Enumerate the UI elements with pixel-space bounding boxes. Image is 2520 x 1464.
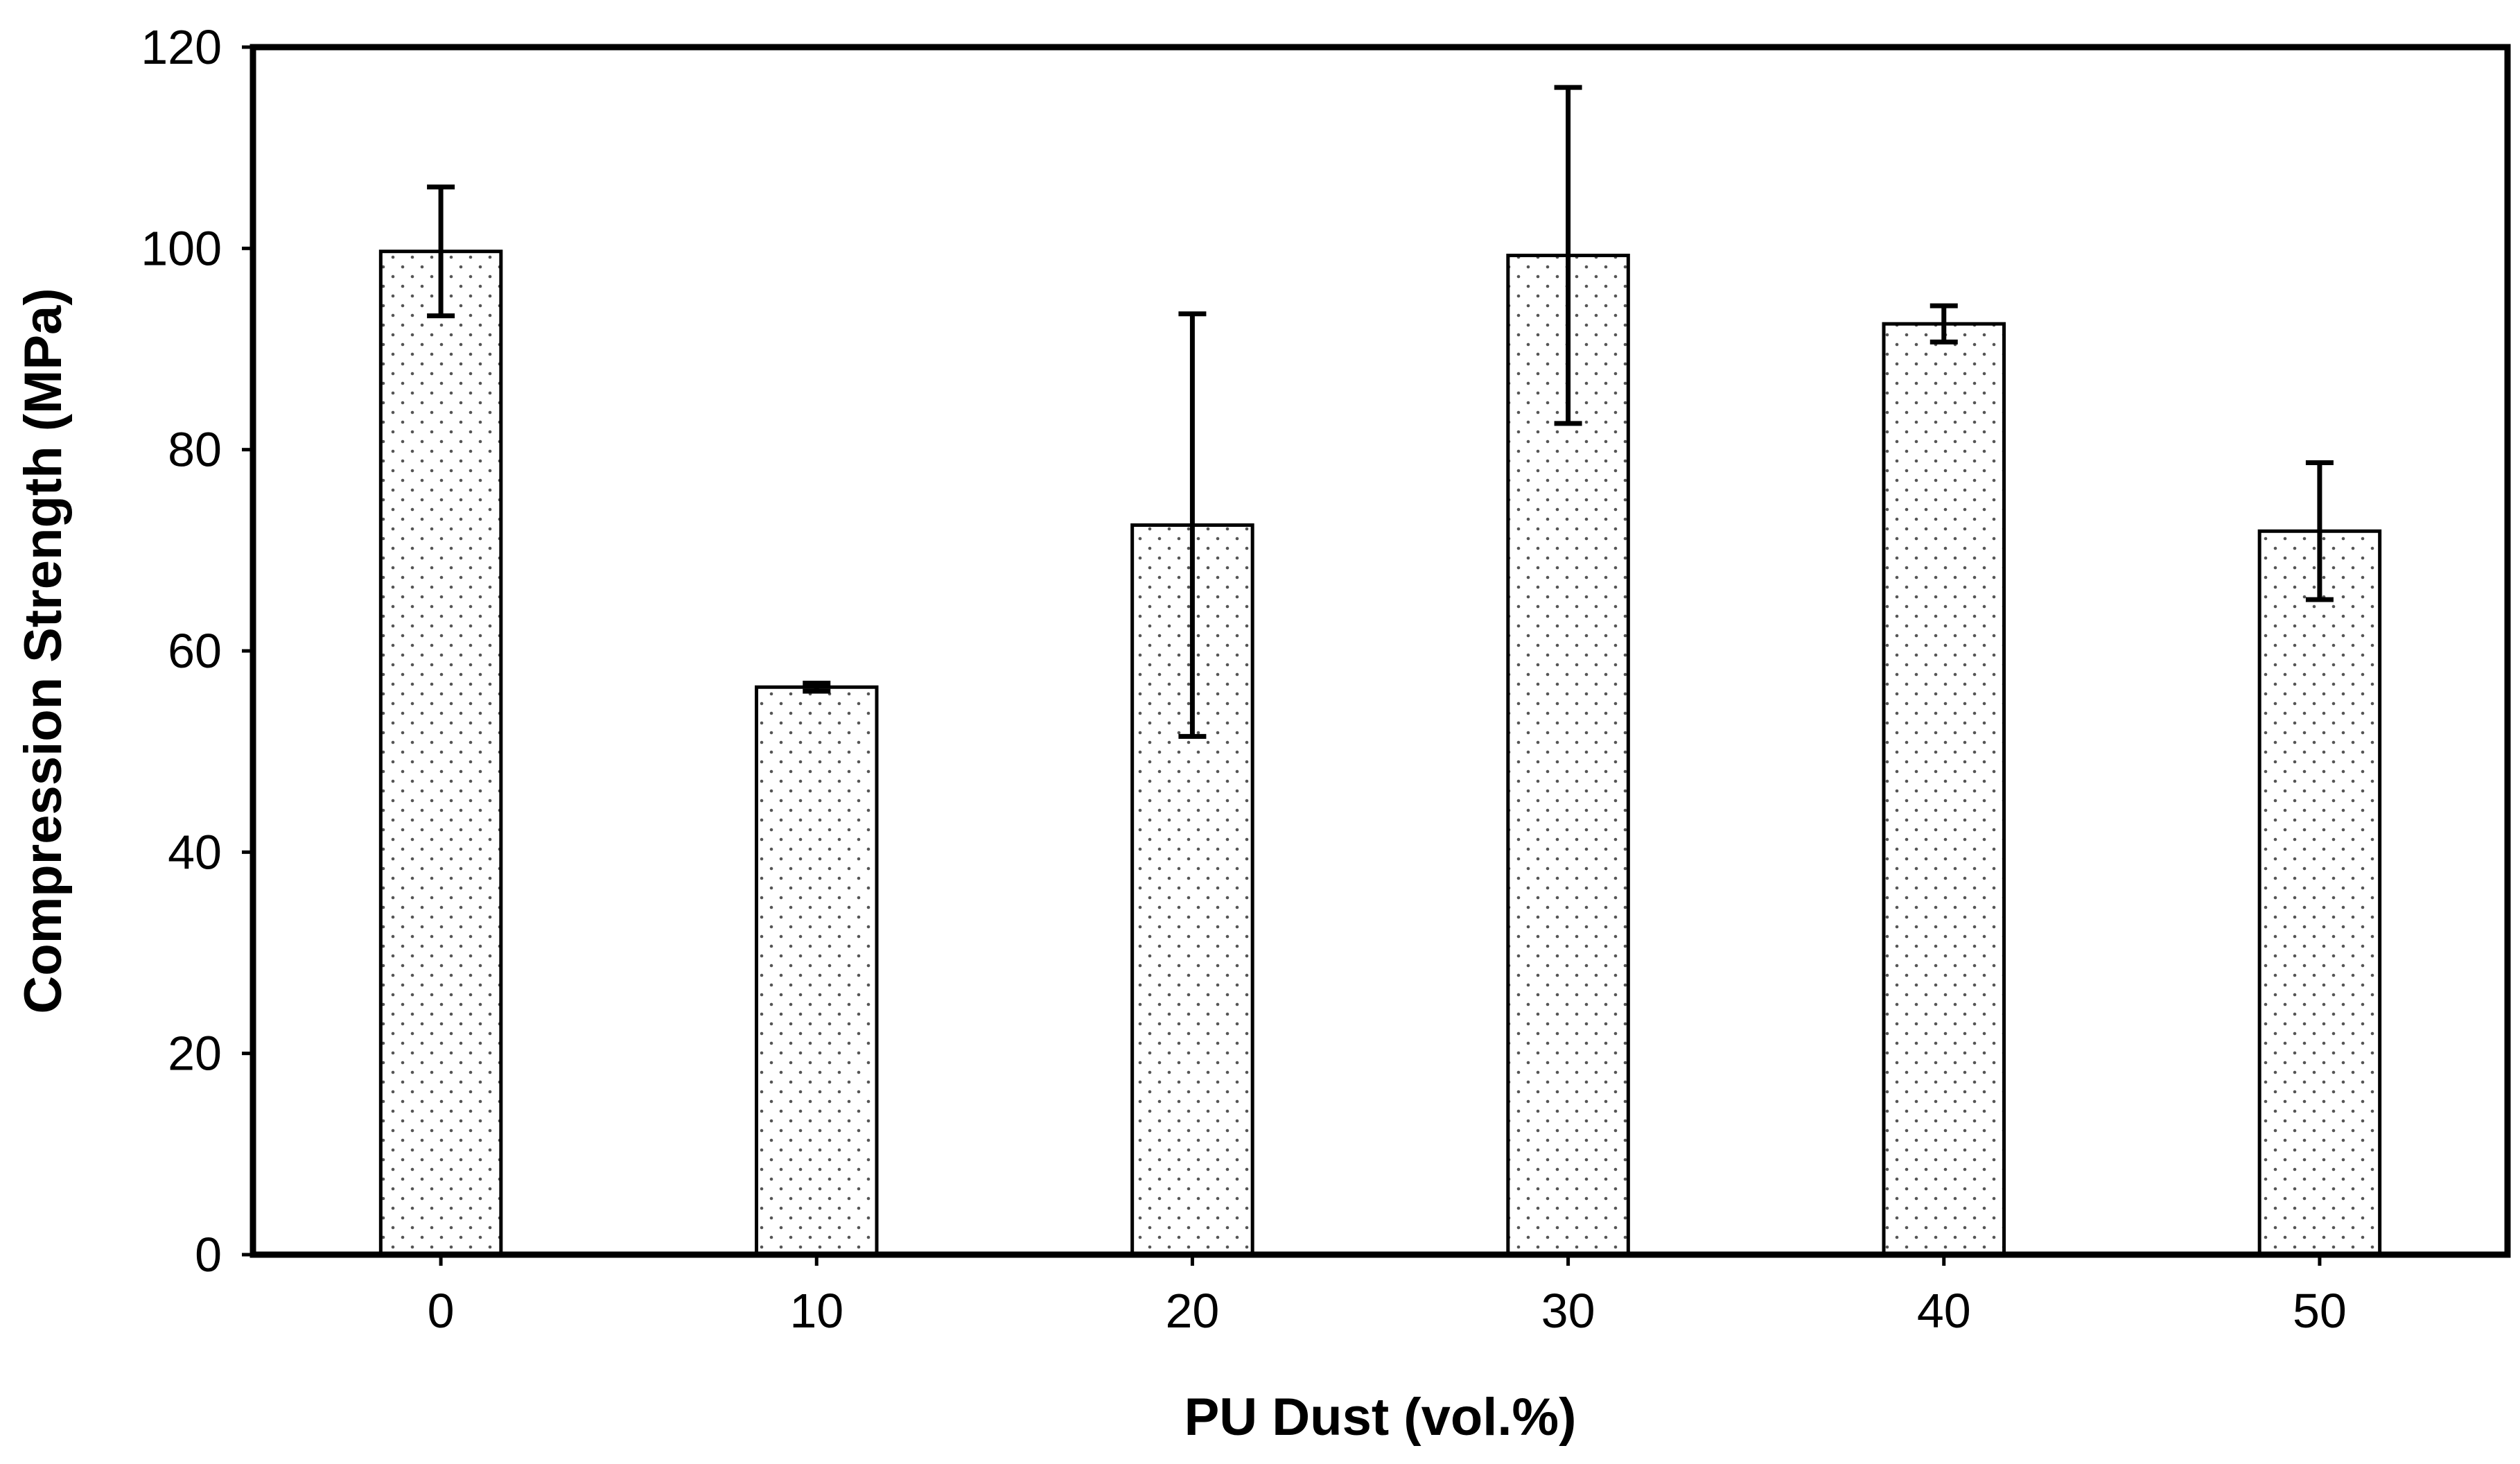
x-tick-label: 0	[428, 1284, 455, 1338]
bars	[378, 250, 2382, 1257]
error-bar-40	[1930, 303, 1958, 345]
error-bar-0	[427, 184, 455, 319]
error-bar-20	[1178, 311, 1207, 739]
error-bar-50	[2305, 460, 2334, 602]
plot-frame	[250, 44, 2511, 1258]
x-tick-label: 40	[1917, 1284, 1971, 1338]
y-tick-label: 40	[168, 825, 222, 879]
axis-ticks	[242, 45, 2322, 1266]
x-tick-label: 10	[789, 1284, 843, 1338]
y-tick-label: 120	[141, 20, 222, 74]
error-bars	[427, 85, 2334, 739]
y-tick-label: 20	[168, 1027, 222, 1081]
y-tick-label: 60	[168, 624, 222, 678]
tick-labels: 0 10 20 30 40 50 0 20 40 60 80 100 120	[141, 20, 2347, 1338]
x-axis-title: PU Dust (vol.%)	[1184, 1388, 1577, 1447]
x-tick-label: 50	[2293, 1284, 2347, 1338]
error-bar-10	[803, 680, 831, 694]
error-bar-30	[1554, 85, 1582, 426]
y-axis-title: Compression Strength (MPa)	[14, 288, 73, 1013]
y-tick-label: 0	[195, 1228, 222, 1282]
bar-10	[755, 685, 879, 1257]
x-tick-label: 30	[1541, 1284, 1595, 1338]
bar-0	[378, 250, 503, 1257]
y-tick-label: 100	[141, 221, 222, 275]
y-tick-label: 80	[168, 423, 222, 477]
x-tick-label: 20	[1165, 1284, 1219, 1338]
bar-40	[1882, 322, 2006, 1257]
bar-50	[2257, 529, 2382, 1257]
